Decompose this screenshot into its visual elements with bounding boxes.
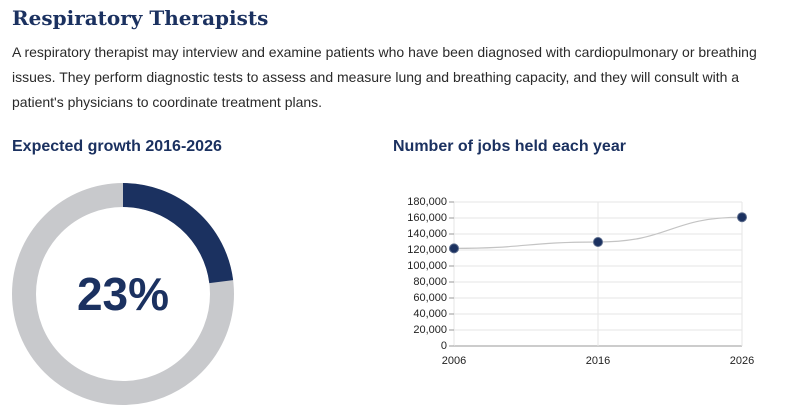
- growth-donut-chart: 23%: [12, 183, 234, 405]
- page-title: Respiratory Therapists: [12, 6, 269, 30]
- data-point[interactable]: [737, 212, 747, 223]
- y-tick-label: 100,000: [407, 260, 447, 272]
- x-tick-label: 2016: [586, 355, 610, 367]
- chart-grid: [453, 201, 743, 347]
- donut-growth-arc: [122, 183, 234, 284]
- y-tick-label: 80,000: [413, 276, 447, 288]
- y-tick-label: 180,000: [407, 196, 447, 208]
- data-point[interactable]: [449, 243, 459, 254]
- jobs-line-chart: 0 20,000 40,000 60,000 80,000 100,000 120,000 1…: [407, 196, 754, 367]
- growth-heading: Expected growth 2016-2026: [12, 138, 222, 155]
- donut-percent-label: 23%: [77, 268, 169, 320]
- y-axis: 0 20,000 40,000 60,000 80,000 100,000 120,000 1…: [407, 196, 454, 352]
- y-tick-label: 20,000: [413, 324, 447, 336]
- y-tick-label: 160,000: [407, 212, 447, 224]
- data-point[interactable]: [593, 237, 603, 247]
- y-tick-label: 140,000: [407, 228, 447, 240]
- x-tick-label: 2026: [730, 355, 754, 367]
- x-axis: 2006 2016 2026: [442, 355, 754, 367]
- y-tick-label: 60,000: [413, 292, 447, 304]
- y-tick-label: 120,000: [407, 244, 447, 256]
- y-tick-label: 0: [441, 340, 447, 352]
- x-tick-label: 2006: [442, 355, 466, 367]
- y-tick-label: 40,000: [413, 308, 447, 320]
- jobs-series-points: [449, 212, 747, 254]
- page-description: A respiratory therapist may interview an…: [12, 44, 757, 110]
- jobs-heading: Number of jobs held each year: [393, 138, 626, 155]
